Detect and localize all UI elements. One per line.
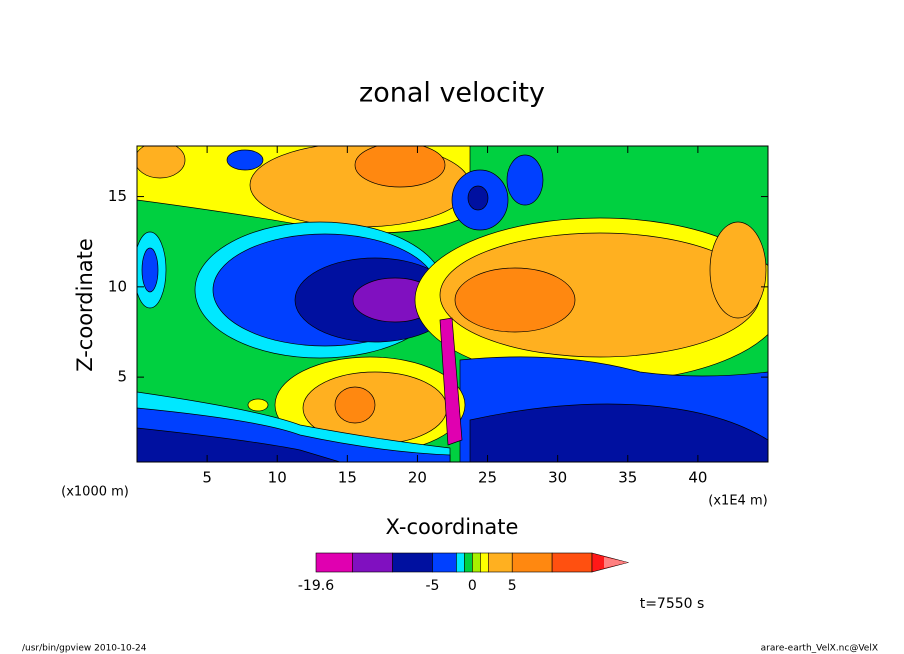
field-region — [334, 386, 376, 424]
colorbar-segment — [456, 552, 465, 573]
x-tick-label: 25 — [478, 469, 497, 487]
field-region — [137, 427, 341, 462]
colorbar-segment — [472, 552, 481, 573]
contour-field — [137, 146, 768, 462]
time-label: t=7550 s — [640, 596, 705, 612]
y-axis-label: Z-coordinate — [73, 238, 97, 372]
field-region — [137, 146, 186, 179]
colorbar-tick-label: 0 — [468, 578, 477, 594]
x-unit-label: (x1000 m) — [61, 485, 129, 500]
field-region — [469, 403, 768, 462]
colorbar-tick-label: -19.6 — [298, 578, 334, 594]
colorbar-segment — [551, 552, 593, 573]
field-region — [226, 149, 264, 171]
x-tick-label: 10 — [268, 469, 287, 487]
field-region — [467, 185, 489, 211]
x-tick-label: 30 — [548, 469, 567, 487]
x-tick-label: 35 — [618, 469, 637, 487]
x-tick-label: 15 — [338, 469, 357, 487]
chart-title: zonal velocity — [359, 78, 545, 109]
y-tick-label: 10 — [108, 277, 127, 295]
field-region — [247, 398, 269, 412]
colorbar-segment — [511, 552, 553, 573]
colorbar-segment — [464, 552, 473, 573]
plot-frame — [136, 145, 769, 463]
colorbar-segment — [315, 552, 353, 573]
footer-right: arare-earth_VelX.nc@VelX — [761, 644, 878, 654]
y-tick-label: 15 — [108, 187, 127, 205]
x-unit-label: (x1E4 m) — [708, 494, 767, 509]
x-tick-label: 5 — [202, 469, 212, 487]
footer-left: /usr/bin/gpview 2010-10-24 — [22, 644, 147, 654]
colorbar-segment — [480, 552, 489, 573]
x-tick-label: 40 — [688, 469, 707, 487]
x-axis-label: X-coordinate — [386, 515, 519, 539]
field-region — [354, 146, 446, 188]
field-region — [454, 267, 576, 333]
colorbar-segment — [352, 552, 393, 573]
field-region — [439, 317, 463, 446]
colorbar-segment — [488, 552, 513, 573]
colorbar-extension-tip — [604, 557, 628, 568]
field-region — [141, 247, 159, 293]
x-tick-label: 20 — [408, 469, 427, 487]
field-region — [506, 154, 544, 206]
colorbar-segment — [432, 552, 457, 573]
y-tick-label: 5 — [117, 368, 127, 386]
field-region — [709, 221, 767, 319]
colorbar-tick-label: 5 — [508, 578, 517, 594]
colorbar-tick-label: -5 — [425, 578, 439, 594]
colorbar-segment — [392, 552, 433, 573]
